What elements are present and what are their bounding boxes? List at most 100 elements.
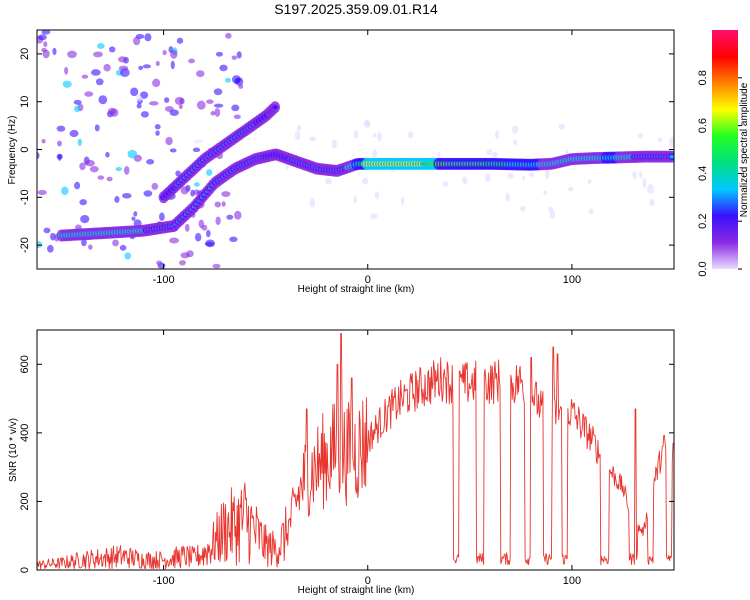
spectrogram-ytick-label: 0	[19, 146, 31, 152]
spectrogram-noise-cell	[642, 178, 647, 188]
spectrogram-noise-cell	[174, 96, 184, 105]
spectrogram-noise-cell	[353, 130, 359, 139]
spectrogram-noise-cell	[56, 125, 66, 132]
spectrogram-noise-cell	[362, 177, 369, 185]
spectrogram-noise-cell	[486, 148, 493, 156]
spectrogram-noise-cell	[149, 101, 159, 106]
snr-ytick-label: 0	[19, 567, 31, 573]
spectrogram-noise-cell	[331, 139, 337, 149]
colorbar-label: Normalized spectral amplitude	[739, 82, 750, 217]
spectrogram-noise-cell	[373, 132, 377, 138]
spectrogram-noise-cell	[309, 198, 316, 208]
spectrogram-noise-cell	[184, 223, 190, 232]
snr-panel: -100 0 100 0 200 400 600 Height of straight li…	[8, 329, 675, 596]
spectrogram-noise-cell	[37, 34, 47, 41]
snr-frame	[36, 329, 675, 571]
spectrogram-noise-cell	[212, 263, 221, 269]
spectrogram-noise-cell	[97, 43, 105, 50]
spectrogram-noise-cell	[142, 64, 151, 69]
spectrogram-noise-cell	[372, 149, 378, 158]
spectrogram-noise-cell	[507, 173, 515, 179]
spectrogram-noise-cell	[37, 152, 40, 160]
spectrogram-noise-cell	[549, 210, 555, 219]
spectrogram-xlabel: Height of straight line (km)	[298, 284, 415, 295]
spectrogram-noise-cell	[119, 244, 127, 251]
spectrogram-noise-cell	[176, 37, 184, 44]
spectrogram-noise-cell	[186, 250, 194, 258]
spectrogram-noise-cell	[114, 196, 120, 203]
spectrogram-xtick-label: 100	[563, 274, 581, 286]
spectrogram-noise-cell	[180, 186, 189, 195]
spectrogram-noise-cell	[492, 151, 498, 158]
spectrogram-noise-cell	[588, 208, 594, 215]
spectrogram-noise-cell	[56, 140, 62, 147]
spectrogram-noise-cell	[188, 58, 195, 64]
spectrogram-xtick-label: 0	[365, 274, 371, 286]
spectrogram-noise-cell	[77, 138, 83, 147]
spectrogram-noise-cell	[95, 78, 104, 86]
spectrogram-noise-cell	[206, 99, 214, 104]
spectrogram-noise-cell	[108, 46, 116, 53]
spectrogram-noise-cell	[365, 119, 370, 128]
spectrogram-noise-cell	[47, 244, 54, 253]
spectrogram-noise-cell	[123, 166, 130, 175]
spectrogram-noise-cell	[206, 229, 211, 238]
spectrogram-noise-cell	[97, 175, 105, 180]
colorbar-tick-label: 0.0	[697, 261, 709, 276]
spectrogram-noise-cell	[224, 77, 231, 83]
spectrogram-noise-cell	[112, 239, 119, 247]
spectrogram-noise-cell	[520, 205, 526, 212]
spectrogram-noise-cell	[136, 95, 142, 102]
spectrogram-noise-cell	[206, 169, 213, 176]
spectrogram-noise-cell	[62, 80, 72, 88]
spectrogram-noise-cell	[98, 95, 108, 105]
spectrogram-noise-cell	[294, 130, 301, 140]
spectrogram-noise-cell	[170, 60, 175, 70]
spectrogram-noise-cell	[462, 176, 468, 185]
spectrogram-noise-cell	[143, 190, 153, 197]
spectrogram-noise-cell	[545, 169, 550, 179]
spectrogram-noise-cell	[118, 56, 127, 63]
colorbar-gradient	[712, 30, 738, 269]
spectrogram-noise-cell	[495, 130, 500, 139]
spectrogram-noise-cell	[285, 163, 289, 170]
spectrogram-noise-cell	[94, 124, 100, 132]
chart-title: S197.2025.359.09.01.R14	[274, 1, 438, 17]
spectrogram-noise-cell	[169, 148, 177, 153]
colorbar-tick-label: 0.4	[697, 166, 709, 181]
spectrogram-noise-cell	[567, 186, 574, 192]
spectrogram-noise-cell	[133, 36, 141, 46]
snr-xtick-label: 0	[365, 575, 371, 587]
spectrogram-noise-cell	[215, 216, 221, 226]
spectrogram-noise-cell	[152, 78, 161, 88]
spectrogram-noise-cell	[374, 191, 380, 199]
spectrogram-noise-cell	[162, 49, 167, 56]
spectrogram-noise-cell	[74, 181, 81, 190]
spectrogram-noise-cell	[88, 244, 93, 250]
spectrogram-noise-cell	[105, 151, 110, 158]
spectrogram-ytick-label: -10	[19, 189, 31, 205]
spectrogram-noise-cell	[57, 153, 62, 161]
spectrogram-noise-cell	[52, 47, 57, 56]
spectrogram-noise-cell	[139, 91, 149, 99]
spectrogram-noise-cell	[159, 212, 165, 222]
spectrogram-noise-cell	[309, 136, 317, 142]
spectrogram-noise-cell	[103, 63, 111, 72]
spectrogram-noise-cell	[231, 55, 238, 60]
spectrogram-noise-cell	[214, 108, 221, 117]
spectrogram-noise-cell	[41, 30, 51, 35]
spectrogram-ytick-label: 20	[19, 48, 31, 60]
spectrogram-noise-cell	[130, 87, 139, 97]
spectrogram-noise-cell	[79, 199, 87, 206]
spectrogram-noise-cell	[179, 260, 186, 266]
spectrogram-noise-cell	[437, 151, 441, 160]
colorbar-tick-label: 0.2	[697, 214, 709, 229]
spectrogram-noise-cell	[165, 136, 173, 146]
spectrogram-noise-cell	[85, 159, 95, 167]
spectrogram-noise-cell	[118, 65, 129, 71]
spectrogram-noise-cell	[80, 214, 90, 224]
spectrogram-noise-cell	[133, 211, 138, 217]
spectrogram-noise-cell	[637, 132, 643, 139]
spectrogram-noise-cell	[178, 104, 183, 110]
